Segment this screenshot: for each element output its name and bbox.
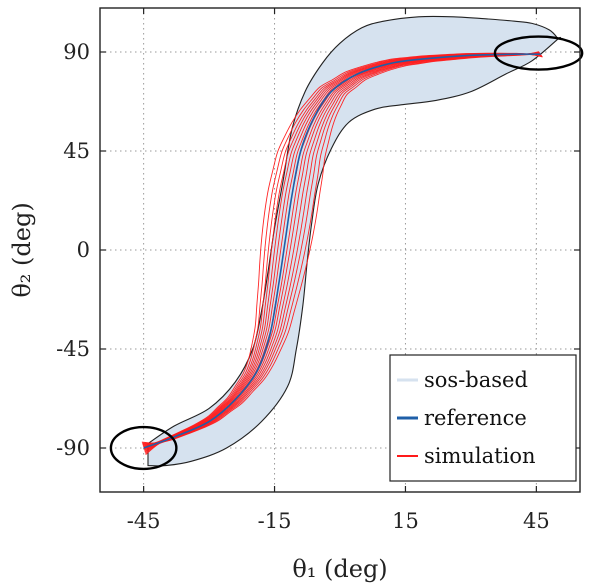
y-tick-label-2: 0	[77, 238, 90, 262]
y-axis-label: θ₂ (deg)	[8, 202, 36, 297]
y-tick-label-3: 45	[63, 139, 90, 163]
simulation-trajectory-10	[144, 53, 542, 451]
ellipse-start	[109, 425, 178, 471]
simulation-trajectory-1	[142, 51, 540, 444]
x-tick-label-0: -45	[127, 509, 161, 533]
legend-label-reference: reference	[424, 406, 527, 430]
simulation-trajectory-13	[144, 54, 543, 454]
x-tick-label-1: -15	[258, 509, 292, 533]
legend-box	[389, 354, 577, 482]
simulation-trajectory-14	[145, 54, 543, 455]
simulation-trajectory-9	[143, 53, 542, 450]
simulation-trajectory-0	[141, 51, 540, 444]
ellipses-layer	[109, 35, 584, 471]
x-axis-label: θ₁ (deg)	[292, 555, 387, 583]
y-tick-label-0: -90	[56, 436, 90, 460]
y-tick-label-4: 90	[63, 40, 90, 64]
legend: sos-based reference simulation	[389, 354, 577, 482]
reference-line	[143, 53, 541, 449]
legend-label-sos-based: sos-based	[424, 368, 528, 392]
reference-line-layer	[143, 53, 541, 449]
y-tick-label-1: -45	[56, 337, 90, 361]
simulation-trajectory-11	[144, 53, 542, 452]
x-tick-label-2: 15	[392, 509, 419, 533]
tick-labels: -45 -15 15 45 -90 -45 0 45 90	[56, 8, 580, 533]
ellipse-goal	[493, 35, 584, 71]
simulation-trajectory-12	[144, 54, 543, 453]
legend-label-simulation: simulation	[424, 444, 536, 468]
x-tick-label-3: 45	[523, 509, 550, 533]
